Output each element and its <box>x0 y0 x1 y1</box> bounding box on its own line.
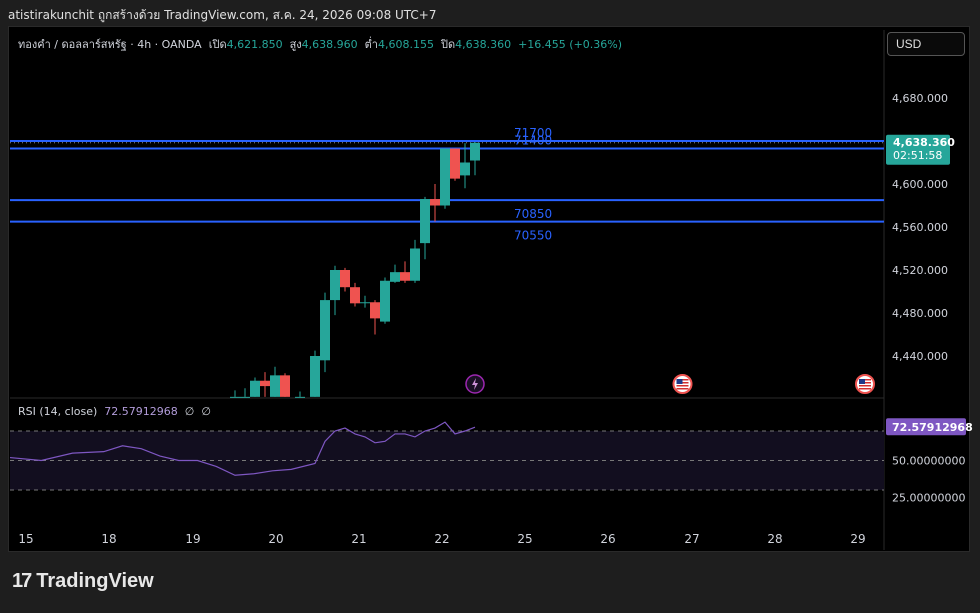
level-label: 71400 <box>514 134 552 148</box>
lightning-glyph <box>472 378 478 390</box>
flag-stripe <box>859 388 871 390</box>
candle-body <box>295 396 305 398</box>
price-tick-label: 4,680.000 <box>892 92 948 105</box>
price-badge-countdown: 02:51:58 <box>893 149 942 162</box>
candle-body <box>360 302 370 304</box>
level-label: 70850 <box>514 207 552 221</box>
high-label: สูง <box>289 38 302 51</box>
rsi-badge-value: 72.57912968 <box>892 421 973 434</box>
rsi-line <box>9 421 476 476</box>
candle-body <box>430 199 440 206</box>
candle-body <box>410 248 420 281</box>
candle-body <box>340 270 350 288</box>
candle-body <box>370 302 380 319</box>
rsi-extra-1: ∅ <box>184 405 195 418</box>
price-tick-label: 4,440.000 <box>892 350 948 363</box>
x-tick-label: 25 <box>517 532 532 546</box>
candle-body <box>460 162 470 176</box>
close-label: ปิด <box>440 38 456 51</box>
x-tick-label: 20 <box>268 532 283 546</box>
candle-body <box>330 270 340 301</box>
price-badge-value: 4,638.360 <box>893 136 955 149</box>
candle-body <box>260 380 270 387</box>
tradingview-mark-icon: 17 <box>12 570 32 592</box>
attribution-text: atistirakunchit ถูกสร้างด้วย TradingView… <box>8 8 437 22</box>
symbol-name: ทองคำ / ดอลลาร์สหรัฐ · 4h · OANDA <box>18 38 202 51</box>
low-label: ต่ำ <box>364 38 378 51</box>
candle-body <box>250 380 260 397</box>
high-value: 4,638.960 <box>301 38 358 51</box>
rsi-extra-2: ∅ <box>201 405 211 418</box>
flag-canton <box>676 379 683 384</box>
x-tick-label: 22 <box>434 532 449 546</box>
rsi-legend: RSI (14, close) 72.57912968 ∅ ∅ <box>18 405 211 418</box>
candle-body <box>390 272 400 282</box>
x-tick-label: 21 <box>351 532 366 546</box>
rsi-badge <box>886 418 966 436</box>
flag-stripe <box>859 385 871 387</box>
candle-body <box>230 396 240 398</box>
x-tick-label: 27 <box>684 532 699 546</box>
price-badge <box>886 134 950 165</box>
currency-button[interactable]: USD <box>887 32 965 56</box>
candle-body <box>470 142 480 161</box>
candle-body <box>270 375 280 397</box>
candle-body <box>280 375 290 397</box>
rsi-label: RSI (14, close) <box>18 405 98 418</box>
level-label: 71700 <box>514 126 552 140</box>
flag-stripe <box>676 388 689 390</box>
candle-body <box>310 356 320 397</box>
tradingview-brand: TradingView <box>36 570 154 592</box>
candle-body <box>320 300 330 361</box>
low-value: 4,608.155 <box>377 38 434 51</box>
x-tick-label: 28 <box>767 532 782 546</box>
candle-body <box>440 148 450 206</box>
x-tick-label: 18 <box>101 532 116 546</box>
candle-body <box>420 199 430 244</box>
flag-stripe <box>676 385 689 387</box>
level-label: 70550 <box>514 229 552 243</box>
open-label: เปิด <box>208 38 227 51</box>
close-value: 4,638.360 <box>455 38 512 51</box>
rsi-tick-label: 25.00000000 <box>892 491 965 504</box>
x-tick-label: 19 <box>185 532 200 546</box>
price-tick-label: 4,560.000 <box>892 221 948 234</box>
x-tick-label: 29 <box>850 532 865 546</box>
x-tick-label: 26 <box>600 532 615 546</box>
candle-body <box>450 148 460 179</box>
change-value: +16.455 (+0.36%) <box>518 38 623 51</box>
candle-body <box>240 396 250 398</box>
price-tick-label: 4,480.000 <box>892 307 948 320</box>
x-tick-label: 15 <box>18 532 33 546</box>
symbol-legend: ทองคำ / ดอลลาร์สหรัฐ · 4h · OANDA เปิด4,… <box>18 35 622 53</box>
candle-body <box>400 272 410 281</box>
tradingview-logo[interactable]: 17 TradingView <box>12 570 154 593</box>
flag-canton <box>859 379 865 384</box>
rsi-tick-label: 50.00000000 <box>892 455 965 468</box>
candle-body <box>380 280 390 322</box>
open-value: 4,621.850 <box>226 38 283 51</box>
candle-body <box>350 287 360 304</box>
price-tick-label: 4,520.000 <box>892 264 948 277</box>
price-tick-label: 4,600.000 <box>892 178 948 191</box>
rsi-value: 72.57912968 <box>104 405 178 418</box>
